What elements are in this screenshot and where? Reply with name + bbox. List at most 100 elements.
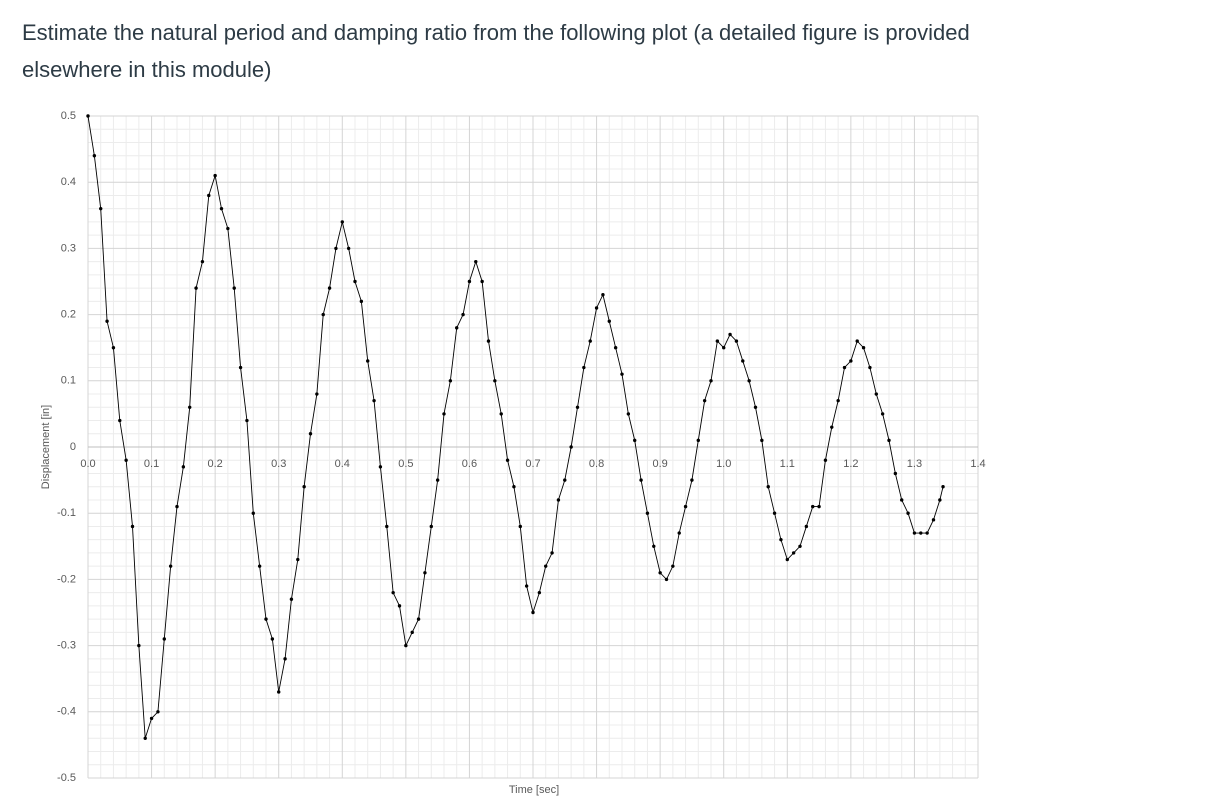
data-point [855,339,859,343]
y-tick-label: -0.1 [57,507,76,519]
data-point [811,504,815,509]
data-point [830,425,834,429]
data-point [671,564,675,568]
data-point [175,504,179,509]
data-point [92,154,97,158]
data-point [563,478,567,482]
data-point [467,279,472,284]
data-point [194,286,198,290]
data-point [753,405,758,409]
y-tick-label: -0.2 [57,573,76,585]
y-tick-label: 0.1 [61,375,76,387]
data-point [938,498,942,502]
data-point [518,524,522,529]
x-tick-label: 0.5 [398,458,413,470]
data-point [683,504,688,509]
data-point [219,206,224,211]
data-point [747,379,751,383]
data-point [690,478,694,482]
data-point [213,173,217,178]
data-point [696,438,700,443]
x-tick-label: 0.9 [652,458,667,470]
data-point [715,339,720,343]
data-point [188,405,192,409]
data-point [283,657,287,661]
data-point [226,226,230,231]
data-point [664,577,669,582]
x-tick-label: 0.4 [335,458,350,470]
data-point [849,359,853,363]
data-point [772,511,777,515]
data-point [86,114,90,118]
x-tick-label: 0.2 [207,458,222,470]
data-point [99,206,103,211]
x-tick-label: 0.8 [589,458,604,470]
x-tick-label: 0.1 [144,458,159,470]
x-tick-label: 0.6 [462,458,477,470]
data-point [257,564,262,568]
data-point [118,418,122,423]
data-point [823,458,828,462]
data-point [766,485,770,489]
data-point [817,504,821,509]
data-point [941,485,945,489]
data-point [315,392,319,396]
data-point [359,299,364,304]
y-tick-label: 0.4 [61,176,76,188]
data-point [734,339,739,343]
data-point [143,736,147,740]
data-point [124,458,128,462]
data-point [442,412,446,416]
data-point [709,379,713,383]
data-point [760,438,764,443]
data-point [416,617,421,621]
data-point [429,524,433,529]
data-point [556,498,561,502]
data-point [156,710,160,714]
y-tick-label: 0.5 [61,110,76,122]
data-point [461,312,465,317]
y-tick-label: 0 [70,441,76,453]
data-point [652,544,656,548]
data-point [162,637,166,641]
data-point [404,643,408,648]
question: Estimate the natural period and damping … [22,20,970,82]
data-point [448,379,453,383]
data-point [887,438,891,443]
data-point [455,326,459,330]
data-point [474,259,478,264]
data-point [842,365,847,370]
data-point [480,279,484,284]
data-point [658,571,662,575]
data-point [836,398,840,403]
data-point [524,584,529,588]
data-point [366,359,370,363]
y-tick-label: -0.3 [57,640,76,652]
data-point [327,286,332,290]
data-point [512,485,516,489]
data-point [149,716,154,721]
data-point [385,524,389,529]
data-point [613,346,618,350]
data-point [779,537,783,542]
data-point [677,531,681,535]
data-point [645,511,650,515]
data-point [607,319,611,323]
data-point [296,557,300,562]
y-tick-label: -0.4 [57,706,76,718]
data-point [588,339,592,343]
data-point [105,319,109,323]
x-tick-label: 1.2 [843,458,858,470]
x-tick-label: 0.3 [271,458,286,470]
y-tick-label: -0.5 [57,772,76,784]
data-point [340,220,344,224]
data-point [912,531,917,535]
data-point [207,193,211,198]
data-point [531,610,535,615]
data-point [798,544,802,548]
data-point [302,485,306,489]
data-point [550,551,554,555]
x-tick-label: 0.7 [525,458,540,470]
data-point [505,458,510,462]
data-point [181,465,186,469]
